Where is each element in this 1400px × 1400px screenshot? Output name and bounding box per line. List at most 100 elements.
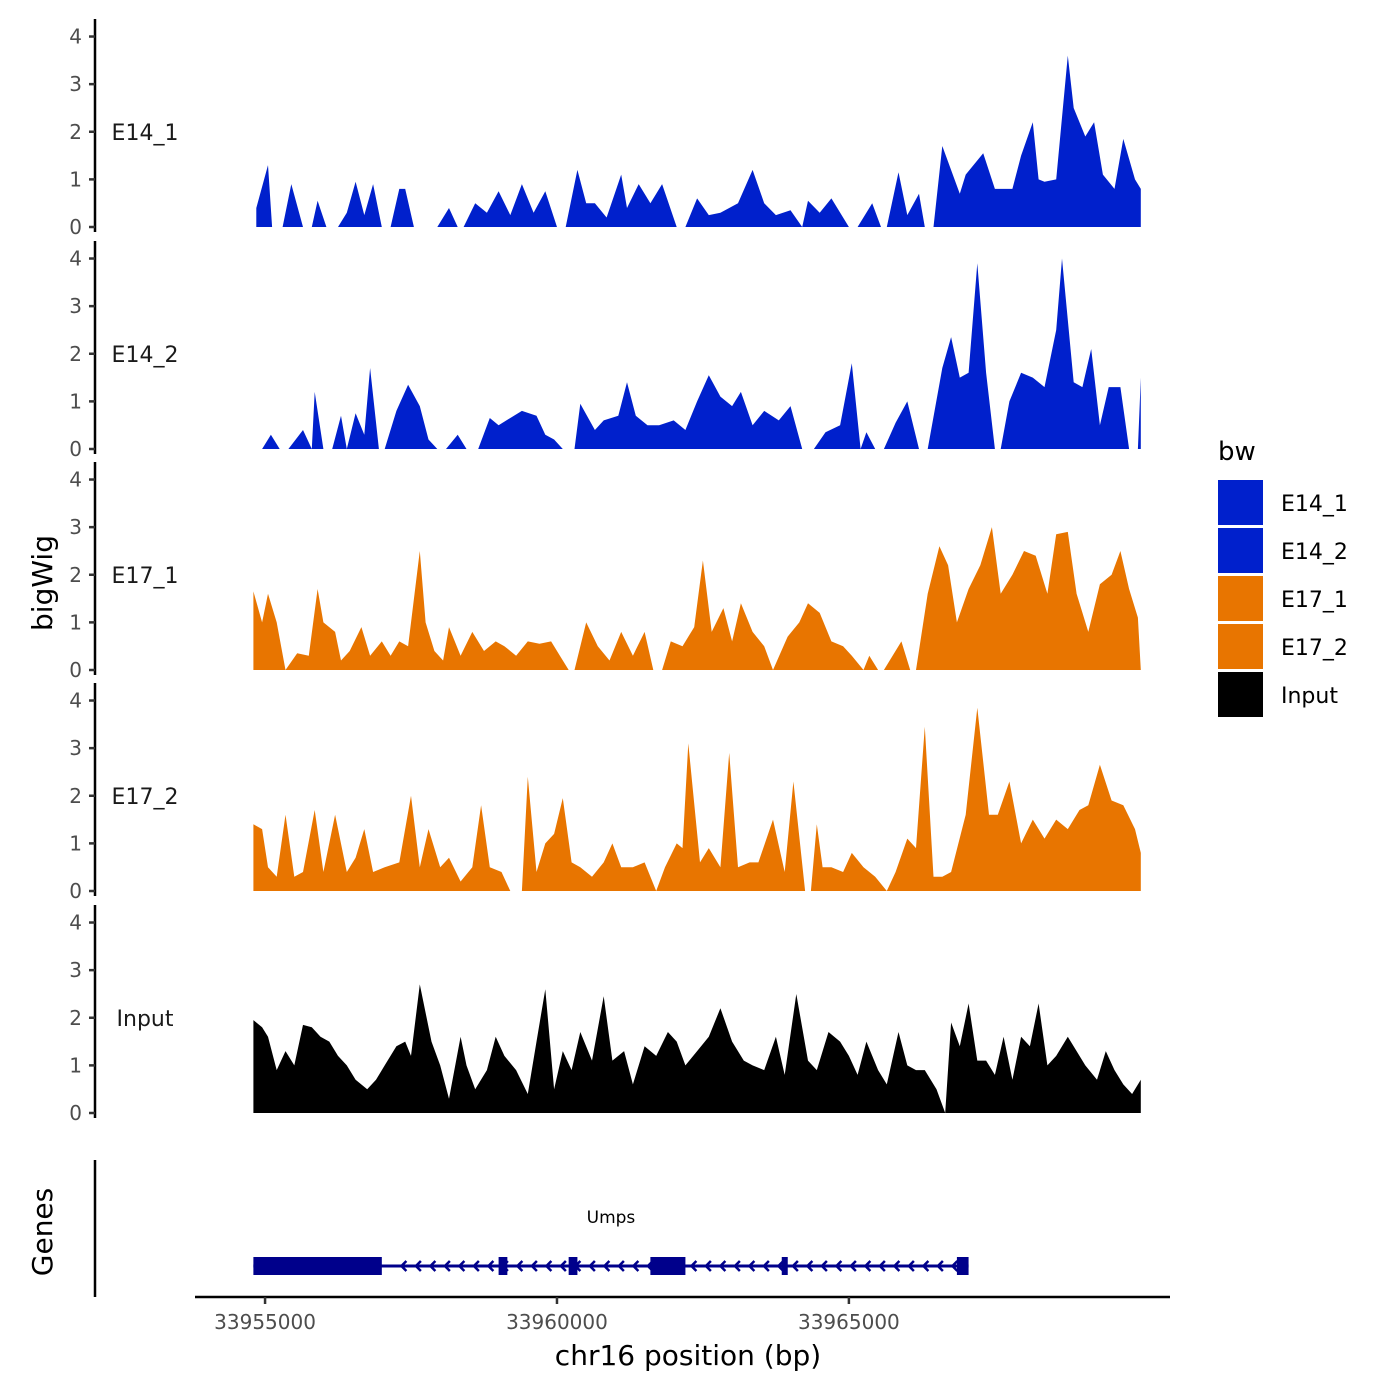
strand-arrow [631,1260,640,1272]
x-tick-label: 33955000 [214,1310,316,1334]
strand-arrow [544,1260,553,1272]
panel-Input: 0 1 2 3 4 Input [69,905,1141,1125]
strand-arrow [950,1260,959,1272]
panel-E17_1: 0 1 2 3 4 E17_1 [69,462,1141,682]
strand-arrow [791,1260,799,1272]
y-tick-label: 0 [69,1101,82,1125]
x-axis: 33955000 33960000 33965000 [195,1295,1170,1334]
strand-arrow [718,1260,727,1272]
legend-label-E14_1: E14_1 [1281,492,1348,517]
y-tick-label: 2 [69,563,82,587]
gene-exon [781,1257,788,1275]
legend-swatch-E17_1 [1218,576,1263,621]
legend-label-E17_1: E17_1 [1281,588,1348,613]
y-tick-label: 4 [69,25,82,49]
strand-arrow [878,1260,886,1272]
coverage-panels: 0 1 2 3 4 E14_1 0 1 2 3 4 E14_2 0 1 2 3 4 E17_1 0 1 2 3 4 E17_2… [69,19,1141,1125]
coverage-area-E17_2 [253,707,1141,891]
strand-arrow [776,1260,785,1272]
strand-arrow [617,1260,625,1272]
coverage-area-E14_1 [256,55,1141,227]
track-label-E17_2: E17_2 [112,785,179,810]
coverage-area-Input [253,984,1141,1113]
strand-arrow [892,1260,901,1272]
gene-exon [956,1257,969,1275]
strand-arrow [486,1260,495,1272]
strand-arrow [472,1260,480,1272]
legend-label-E17_2: E17_2 [1281,636,1348,661]
gene-exon [498,1257,508,1275]
strand-arrow [762,1260,770,1272]
y-tick-label: 1 [69,610,82,634]
strand-arrow [602,1260,611,1272]
y-tick-label: 2 [69,1006,82,1030]
panel-E17_2: 0 1 2 3 4 E17_2 [69,683,1141,903]
strand-arrow [805,1260,814,1272]
y-tick-label: 4 [69,911,82,935]
legend-swatch-E14_1 [1218,480,1263,525]
strand-arrow [921,1260,930,1272]
y-tick-label: 0 [69,437,82,461]
legend-swatch-E17_2 [1218,624,1263,669]
track-label-E14_1: E14_1 [112,121,179,146]
y-tick-label: 3 [69,958,82,982]
y-tick-label: 3 [69,294,82,318]
strand-arrow [559,1260,567,1272]
y-tick-label: 0 [69,215,82,239]
strand-arrow [399,1260,408,1272]
strand-arrow [936,1260,944,1272]
strand-arrow [849,1260,857,1272]
genes-track-title: Genes [26,1188,59,1276]
legend-swatch-E14_2 [1218,528,1263,573]
track-label-E17_1: E17_1 [112,564,179,589]
strand-arrow [443,1260,451,1272]
strand-arrow [457,1260,466,1272]
coverage-area-E17_1 [253,527,1141,670]
strand-arrow [747,1260,756,1272]
strand-arrow [530,1260,538,1272]
gene-track: Umps [93,1160,969,1297]
strand-arrow [428,1260,437,1272]
x-tick-label: 33960000 [506,1310,608,1334]
gene-exon [650,1257,686,1275]
strand-arrow [907,1260,915,1272]
gene-name-label: Umps [587,1208,636,1228]
y-tick-label: 2 [69,342,82,366]
strand-arrow [820,1260,828,1272]
y-axis-title: bigWig [26,535,59,631]
y-tick-label: 3 [69,736,82,760]
strand-arrow [414,1260,422,1272]
gene-exon [568,1257,578,1275]
track-label-E14_2: E14_2 [112,343,179,368]
y-tick-label: 0 [69,879,82,903]
panel-E14_1: 0 1 2 3 4 E14_1 [69,19,1141,239]
y-tick-label: 3 [69,72,82,96]
strand-arrow [588,1260,596,1272]
y-tick-label: 2 [69,784,82,808]
legend-swatch-Input [1218,672,1263,717]
y-tick-label: 1 [69,831,82,855]
strand-arrow [863,1260,872,1272]
y-tick-label: 3 [69,515,82,539]
strand-arrow [515,1260,524,1272]
strand-arrow [689,1260,698,1272]
legend-label-E14_2: E14_2 [1281,540,1348,565]
y-tick-label: 4 [69,468,82,492]
y-tick-label: 4 [69,247,82,271]
y-tick-label: 1 [69,1053,82,1077]
gene-exon [253,1257,382,1275]
y-tick-label: 4 [69,689,82,713]
y-tick-label: 2 [69,120,82,144]
legend-title: bw [1218,437,1256,467]
strand-arrow [704,1260,712,1272]
track-label-Input: Input [117,1007,174,1032]
x-tick-label: 33965000 [798,1310,900,1334]
panel-E14_2: 0 1 2 3 4 E14_2 [69,241,1141,461]
coverage-area-E14_2 [262,258,1141,449]
y-tick-label: 1 [69,389,82,413]
y-tick-label: 0 [69,658,82,682]
x-axis-title: chr16 position (bp) [555,1339,821,1372]
legend: bw E14_1 E14_2 E17_1 E17_2 Input [1218,437,1348,717]
strand-arrow [733,1260,741,1272]
